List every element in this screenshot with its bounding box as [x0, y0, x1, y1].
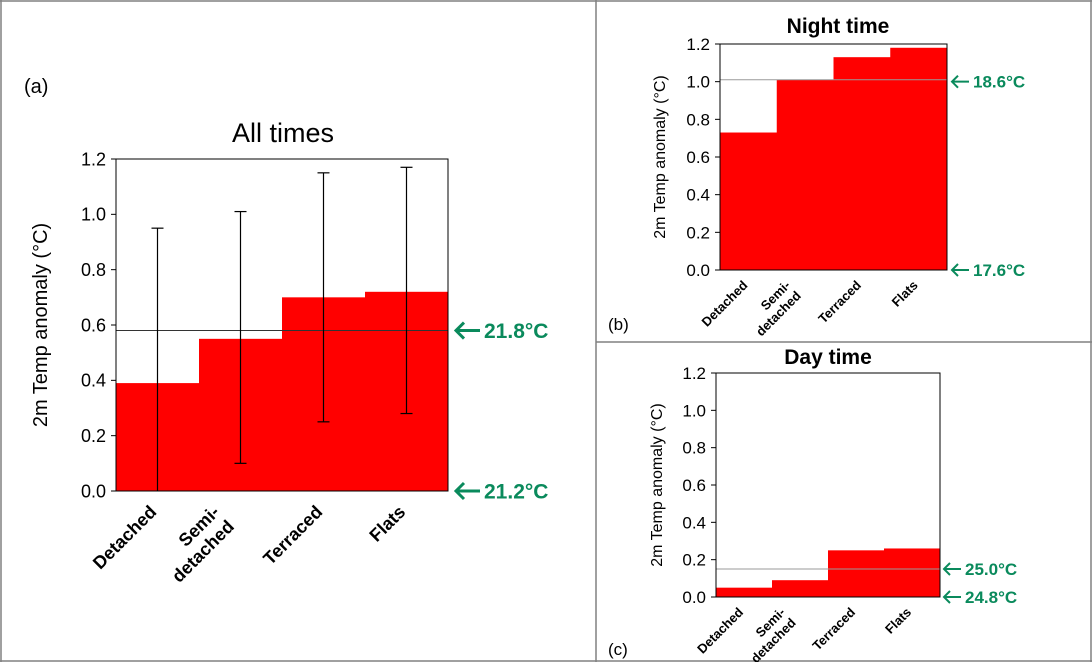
bar-2: [828, 550, 885, 597]
y-tick-label-6: 1.2: [81, 149, 106, 169]
annotation-label-1: 24.8°C: [965, 588, 1017, 607]
category-label-0-line-0: Detached: [694, 604, 746, 656]
category-label-2: Terraced: [809, 604, 858, 653]
chart-title: Day time: [784, 346, 872, 369]
y-tick-label-3: 0.6: [686, 148, 710, 167]
y-tick-label-6: 1.2: [686, 35, 710, 54]
category-label-0-line-0: Detached: [699, 277, 751, 329]
y-tick-label-1: 0.2: [686, 223, 710, 242]
y-tick-label-4: 0.8: [682, 439, 706, 458]
category-label-1: Semi-detached: [742, 277, 804, 339]
y-tick-label-1: 0.2: [81, 426, 106, 446]
category-label-3-line-0: Flats: [889, 278, 921, 310]
panel-night-time: 0.0 0.2 0.4 0.6 0.8 1.0 1.2 Detached Semi-detach…: [608, 15, 1025, 339]
category-label-3: Flats: [882, 605, 914, 637]
annotation-arrow-head-1: [942, 590, 951, 604]
annotation-arrow-head-0: [950, 74, 959, 89]
category-label-3-line-0: Flats: [365, 502, 409, 546]
y-axis-label: 2m Temp anomaly (°C): [649, 403, 666, 566]
y-tick-label-0: 0.0: [686, 261, 710, 280]
category-label-0-line-0: Detached: [89, 502, 160, 573]
bar-1: [772, 580, 829, 597]
panel-all-times: 0.0 0.2 0.4 0.6 0.8 1.0 1.2 Detached Semi-detach…: [24, 76, 548, 586]
annotation-arrow-head-0: [453, 321, 466, 340]
y-axis-label: 2m Temp anomaly (°C): [652, 75, 669, 238]
y-tick-label-3: 0.6: [81, 315, 106, 335]
category-label-2-line-0: Terraced: [815, 277, 864, 326]
category-label-0: Detached: [699, 277, 751, 329]
y-tick-label-3: 0.6: [682, 476, 706, 495]
category-label-2: Terraced: [259, 502, 326, 569]
category-label-2: Terraced: [815, 277, 864, 326]
bar-3: [884, 548, 941, 597]
annotation-label-0: 21.8°C: [484, 320, 548, 343]
annotation-label-0: 18.6°C: [973, 73, 1025, 92]
annotation-arrow-head-0: [942, 562, 951, 576]
annotation-label-0: 25.0°C: [965, 560, 1017, 579]
category-label-3: Flats: [365, 502, 409, 546]
y-tick-label-2: 0.4: [81, 371, 106, 391]
panel-letter: (b): [608, 315, 629, 334]
category-label-3-line-0: Flats: [882, 605, 914, 637]
category-label-0: Detached: [89, 502, 160, 573]
y-tick-label-0: 0.0: [81, 481, 106, 501]
category-label-1: Semi-detached: [737, 604, 799, 662]
annotation-arrow-head-1: [453, 481, 466, 501]
y-tick-label-4: 0.8: [686, 110, 710, 129]
chart-title: Night time: [787, 15, 890, 38]
bar-0: [720, 132, 778, 270]
panel-day-time: 0.0 0.2 0.4 0.6 0.8 1.0 1.2 Detached Semi-detach…: [608, 346, 1017, 662]
category-label-1: Semi-detached: [153, 502, 238, 587]
category-label-3: Flats: [889, 278, 921, 310]
y-tick-label-5: 1.0: [686, 73, 710, 92]
y-tick-label-4: 0.8: [81, 260, 106, 280]
category-label-2-line-0: Terraced: [809, 604, 858, 653]
panel-letter: (a): [24, 76, 48, 98]
annotation-arrow-head-1: [950, 263, 959, 277]
y-tick-label-5: 1.0: [682, 401, 706, 420]
chart-title: All times: [232, 118, 334, 148]
y-tick-label-1: 0.2: [682, 551, 706, 570]
bar-0: [716, 587, 773, 597]
bar-2: [833, 57, 891, 270]
y-tick-label-2: 0.4: [686, 186, 710, 205]
category-label-0: Detached: [694, 604, 746, 656]
annotation-label-1: 21.2°C: [484, 480, 548, 503]
y-tick-label-5: 1.0: [81, 205, 106, 225]
y-axis-label: 2m Temp anomaly (°C): [30, 223, 52, 427]
annotation-label-1: 17.6°C: [973, 261, 1025, 280]
y-tick-label-0: 0.0: [682, 588, 706, 607]
panel-letter: (c): [608, 640, 628, 659]
category-label-2-line-0: Terraced: [259, 502, 326, 569]
bar-1: [776, 79, 834, 271]
y-tick-label-2: 0.4: [682, 513, 706, 532]
y-tick-label-6: 1.2: [682, 364, 706, 383]
bar-3: [890, 47, 948, 271]
